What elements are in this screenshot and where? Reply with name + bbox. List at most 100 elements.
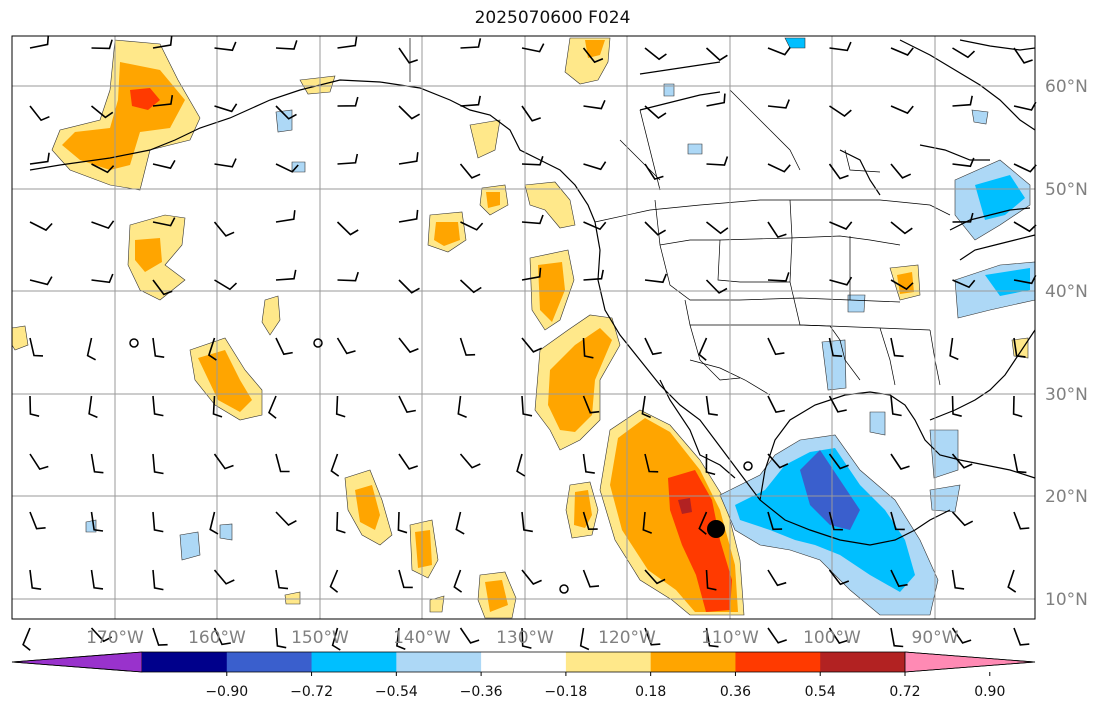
wind-barb [949, 337, 959, 361]
wind-barb [521, 337, 543, 353]
wind-barb [275, 40, 298, 50]
wind-barb [890, 395, 902, 417]
wind-barb [268, 395, 277, 419]
wind-barb [459, 627, 480, 644]
wind-barb [91, 220, 115, 230]
wind-barb [828, 337, 843, 357]
wind-barb [521, 214, 544, 225]
wind-barb [90, 511, 104, 532]
wind-barb [890, 105, 914, 115]
wind-barb [336, 221, 359, 236]
wind-barb [457, 395, 467, 419]
wind-barb [214, 103, 238, 113]
wind-barb [397, 511, 408, 534]
wind-barb [828, 511, 843, 531]
wind-barb [336, 337, 356, 355]
wind-barb [1012, 395, 1023, 418]
graticule [12, 36, 1035, 619]
wind-barb [951, 569, 965, 590]
wind-barb [644, 273, 668, 284]
wind-barb [951, 627, 972, 644]
wind-barb [767, 453, 789, 469]
wind-barb [398, 209, 419, 223]
wind-barb [275, 337, 293, 356]
wind-barb [767, 569, 787, 587]
wind-barb [705, 453, 716, 476]
wind-barb [890, 511, 905, 531]
colorbar-segment [650, 652, 736, 672]
wind-barb [767, 337, 785, 356]
wind-barb [459, 279, 482, 294]
wind-barb [644, 105, 667, 120]
wind-barb [152, 35, 173, 49]
colorbar-tick-label: −0.72 [290, 684, 333, 700]
wind-barb [214, 41, 237, 52]
wind-barb [213, 627, 231, 646]
wind-barb [890, 627, 904, 648]
wind-barb [890, 163, 912, 179]
map-frame [11, 35, 1036, 620]
wind-barb [329, 569, 339, 593]
wind-barb [455, 511, 465, 535]
colorbar-outline [11, 651, 1036, 673]
colorbar-segment [735, 652, 821, 672]
wind-barb [29, 511, 46, 530]
wind-barb [767, 272, 790, 282]
wind-barb [698, 511, 708, 535]
wind-barb [698, 337, 708, 361]
wind-barb [829, 105, 852, 118]
colorbar-tick-label: 0.72 [889, 684, 920, 700]
lon-label: 120°W [598, 628, 656, 648]
wind-barb [337, 153, 359, 165]
wind-barb [767, 99, 790, 109]
wind-barb [521, 569, 542, 585]
lon-label: 130°W [496, 628, 554, 648]
wind-barb [767, 395, 785, 413]
wind-barb [29, 453, 49, 471]
wind-barb [644, 337, 662, 356]
wind-barb [1013, 627, 1030, 646]
wind-barb [829, 41, 852, 52]
lon-label: 150°W [291, 628, 349, 648]
wind-barb [579, 627, 590, 651]
wind-barb [213, 453, 234, 470]
wind-barb [890, 337, 904, 358]
wind-barb [828, 163, 849, 180]
wind-barb [582, 453, 595, 474]
colorbar-tick-label: 0.36 [720, 684, 751, 700]
wind-barb [890, 221, 913, 235]
wind-barb [275, 511, 297, 526]
wind-barb [152, 511, 164, 533]
wind-barb [152, 569, 164, 591]
wind-barb [706, 156, 729, 166]
colorbar-segment [142, 652, 228, 672]
wind-barb [644, 453, 659, 473]
wind-barb [152, 627, 168, 646]
lon-label: 160°W [188, 628, 246, 648]
wind-barb [29, 569, 42, 590]
wind-barb [337, 96, 359, 107]
wind-barb [152, 395, 164, 417]
wind-barb [582, 395, 600, 414]
wind-barb [275, 569, 289, 590]
wind-barb [90, 453, 104, 474]
wind-barb [952, 157, 975, 168]
wind-barb [91, 163, 115, 174]
wind-barb [337, 271, 359, 282]
colorbar-segment [820, 652, 906, 672]
wind-barb [767, 46, 791, 56]
wind-barb [1013, 511, 1030, 530]
storm-center-marker [707, 520, 725, 538]
wind-barb [29, 221, 53, 232]
wind-barb [705, 569, 717, 591]
wind-barb [767, 163, 791, 173]
wind-barb [644, 47, 667, 61]
wind-barb [336, 511, 346, 534]
lat-label: 30°N [1045, 385, 1088, 405]
colorbar-tick-label: −0.36 [460, 684, 503, 700]
wind-barb [275, 453, 290, 473]
wind-barb [398, 569, 413, 589]
wind-barb [951, 511, 974, 527]
wind-barb [583, 161, 607, 171]
wind-barb [29, 152, 50, 165]
